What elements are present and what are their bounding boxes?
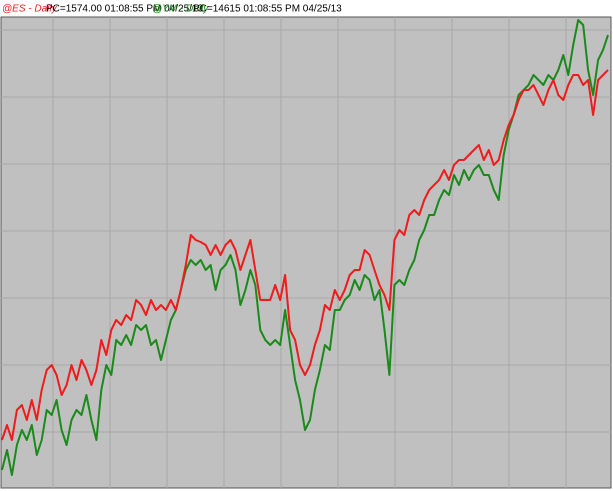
series-quote: PC=1574.00 01:08:55 PM 04/25/13 <box>46 4 204 15</box>
series-quote: PC=14615 01:08:55 PM 04/25/13 <box>193 4 342 15</box>
horizontal-grid <box>1 29 611 433</box>
series-name: @ES - Daily <box>2 4 58 15</box>
series-line <box>1 69 609 441</box>
series-name: @YM - Daily <box>152 4 209 15</box>
vertical-grid <box>52 17 567 488</box>
plot-area <box>0 16 612 489</box>
series-line <box>1 19 609 476</box>
lines <box>1 19 609 476</box>
header-bar <box>0 0 613 17</box>
